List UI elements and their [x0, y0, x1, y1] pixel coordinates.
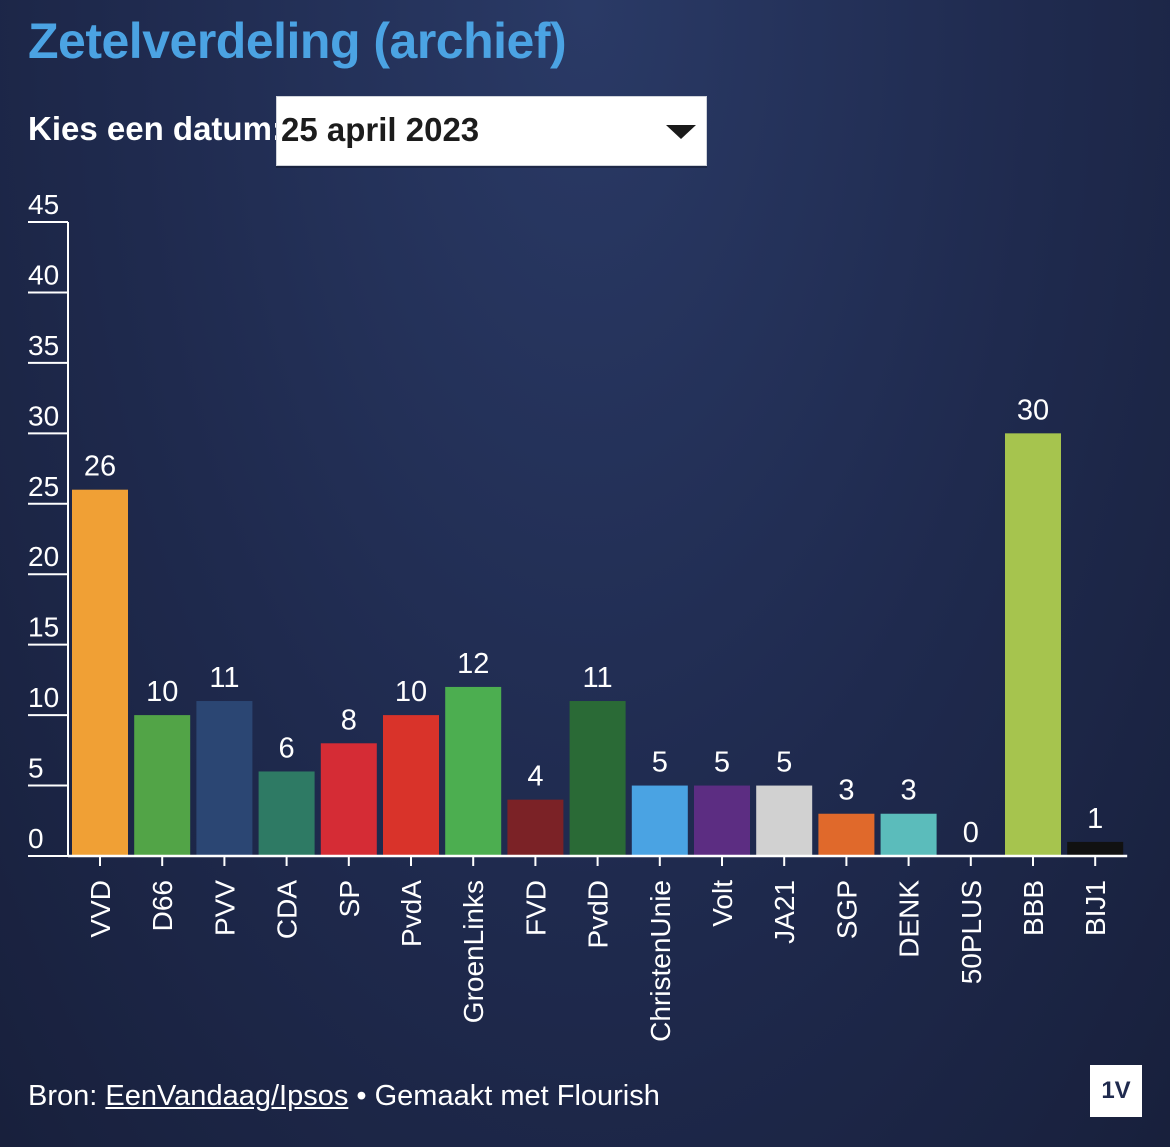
bar-bij1	[1067, 841, 1124, 856]
date-select-value: 25 april 2023	[281, 111, 480, 148]
chevron-down-icon[interactable]	[666, 125, 696, 139]
page-title: Zetelverdeling (archief)	[28, 13, 567, 69]
y-tick-label: 20	[28, 541, 59, 572]
bar-value-label: 12	[457, 648, 489, 680]
made-with-flourish: Gemaakt met Flourish	[374, 1080, 660, 1112]
bar-denk	[880, 813, 937, 856]
x-tick-label: Volt	[707, 880, 738, 927]
x-tick-label: PvdD	[583, 880, 614, 948]
bar-value-label: 6	[279, 732, 295, 764]
bar-sgp	[818, 813, 875, 856]
bar-ja21	[756, 785, 813, 856]
bar-value-label: 10	[146, 676, 178, 708]
bar-cda	[258, 771, 315, 856]
x-tick-label: VVD	[85, 880, 116, 938]
bar-value-label: 5	[652, 747, 668, 779]
date-select[interactable]: 25 april 2023	[276, 96, 707, 166]
bar-chart: 05101520253035404526VVD10D6611PVV6CDA8SP…	[28, 189, 1128, 1042]
source-link[interactable]: EenVandaag/Ipsos	[105, 1080, 349, 1112]
bar-sp	[320, 743, 377, 856]
y-tick-label: 25	[28, 471, 59, 502]
x-tick-label: JA21	[769, 880, 800, 944]
x-tick-label: SP	[334, 880, 365, 917]
y-tick-label: 5	[28, 753, 44, 784]
bar-value-label: 4	[527, 761, 543, 793]
bar-value-label: 1	[1087, 803, 1103, 835]
bar-value-label: 26	[84, 451, 116, 483]
x-tick-label: BBB	[1018, 880, 1049, 936]
x-tick-label: D66	[147, 880, 178, 931]
bar-pvda	[383, 715, 439, 856]
footer: Bron: EenVandaag/Ipsos • Gemaakt met Flo…	[28, 1080, 660, 1113]
x-tick-label: SGP	[831, 880, 862, 939]
bar-pvdd	[569, 701, 626, 856]
x-tick-label: PVV	[209, 880, 240, 936]
x-tick-label: GroenLinks	[458, 880, 489, 1023]
y-tick-label: 30	[28, 400, 59, 431]
bar-value-label: 3	[838, 775, 854, 807]
bar-christenunie	[631, 785, 688, 856]
bar-value-label: 8	[341, 704, 357, 736]
y-tick-label: 35	[28, 330, 59, 361]
eenvandaag-logo: 1V	[1090, 1065, 1142, 1117]
bar-value-label: 0	[963, 817, 979, 849]
bar-value-label: 3	[901, 775, 917, 807]
bar-vvd	[72, 489, 128, 856]
source-prefix: Bron:	[28, 1080, 98, 1112]
x-tick-label: PvdA	[396, 880, 427, 947]
bar-pvv	[196, 701, 253, 856]
y-tick-label: 40	[28, 259, 59, 290]
x-tick-label: ChristenUnie	[645, 880, 676, 1042]
bar-value-label: 10	[395, 676, 427, 708]
bar-bbb	[1005, 433, 1061, 856]
bar-fvd	[507, 799, 564, 856]
bar-groenlinks	[445, 686, 502, 856]
x-tick-label: 50PLUS	[956, 880, 987, 984]
bar-value-label: 11	[209, 662, 239, 694]
bar-value-label: 5	[776, 747, 792, 779]
date-picker-label: Kies een datum:	[28, 110, 283, 147]
bar-d66	[134, 715, 191, 856]
bar-value-label: 30	[1017, 394, 1049, 426]
bar-value-label: 11	[583, 662, 613, 694]
bar-value-label: 5	[714, 747, 730, 779]
x-tick-label: BIJ1	[1080, 880, 1111, 936]
x-tick-label: DENK	[894, 880, 925, 958]
footer-separator: •	[356, 1080, 367, 1112]
bar-volt	[694, 785, 750, 856]
y-tick-label: 45	[28, 189, 59, 220]
y-tick-label: 10	[28, 682, 59, 713]
x-tick-label: FVD	[520, 880, 551, 936]
x-tick-label: CDA	[272, 880, 303, 939]
y-tick-label: 15	[28, 612, 59, 643]
y-tick-label: 0	[28, 823, 44, 854]
